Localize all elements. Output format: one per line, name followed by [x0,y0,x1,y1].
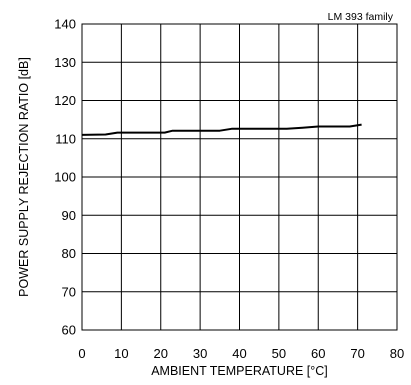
grid-lines [82,24,397,330]
x-tick-label: 10 [114,346,128,361]
x-tick-label: 40 [232,346,246,361]
family-annotation: LM 393 family [328,11,394,23]
y-tick-label: 60 [62,323,76,338]
y-axis-title: POWER SUPPLY REJECTION RATIO [dB] [17,57,31,297]
y-tick-label: 100 [54,170,76,185]
x-tick-label: 80 [390,346,404,361]
x-axis-title: AMBIENT TEMPERATURE [°C] [151,364,328,378]
y-tick-label: 120 [54,93,76,108]
y-tick-labels: 60 70 80 90 100 110 120 130 140 [54,17,76,338]
x-tick-label: 60 [311,346,325,361]
x-tick-label: 70 [350,346,364,361]
y-tick-label: 80 [62,246,76,261]
y-tick-label: 110 [55,131,76,146]
y-tick-label: 70 [62,284,76,299]
x-tick-label: 20 [154,346,168,361]
x-tick-label: 50 [272,346,286,361]
y-tick-label: 140 [54,17,76,32]
x-tick-labels: 0 10 20 30 40 50 60 70 80 [78,346,404,361]
psrr-series-line [81,123,362,136]
y-tick-label: 90 [62,208,76,223]
y-tick-label: 130 [54,55,76,70]
series-layer [81,123,362,136]
x-tick-label: 0 [78,346,85,361]
plot-frame [81,23,398,331]
x-tick-label: 30 [193,346,207,361]
